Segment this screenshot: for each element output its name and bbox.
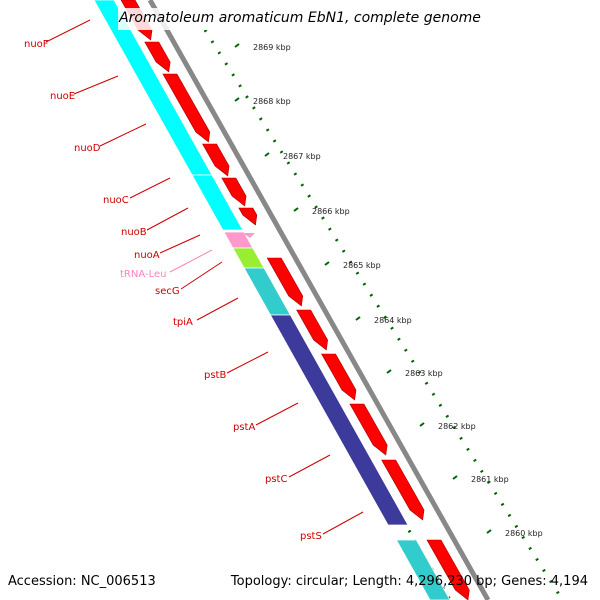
kbp-tick-label-6: 2863 kbp — [405, 369, 443, 378]
gene-leader-secG — [180, 261, 223, 290]
cds-arrow-7 — [296, 309, 328, 351]
cds-arrow-1 — [144, 41, 171, 73]
kbp-tick-label-5: 2864 kbp — [374, 316, 412, 325]
gene-bar-nuoA — [191, 174, 244, 231]
cds-arrow-6 — [266, 257, 304, 307]
kbp-tick-label-3: 2866 kbp — [312, 207, 350, 216]
kbp-tick-label-9: 2860 kbp — [505, 529, 543, 538]
kbp-tick-label-0: 2869 kbp — [253, 43, 291, 52]
kbp-tick-mark-0 — [234, 43, 240, 48]
gene-leader-nuoF — [45, 19, 91, 43]
gene-label-secG: secG — [155, 286, 180, 297]
kbp-tick-label-8: 2861 kbp — [471, 475, 509, 484]
kbp-tick-mark-6 — [386, 369, 392, 374]
cds-arrow-11 — [426, 539, 470, 600]
gene-label-nuoE: nuoE — [50, 91, 75, 102]
kbp-tick-mark-5 — [355, 316, 361, 321]
gene-label-nuoA: nuoA — [134, 250, 160, 261]
gene-bar-pst — [269, 314, 409, 526]
gene-bar-next — [395, 539, 451, 600]
gene-leader-pstA — [255, 402, 299, 426]
gene-bar-secG — [232, 247, 265, 269]
gene-label-nuoD: nuoD — [74, 143, 101, 154]
gene-label-pstS: pstS — [300, 531, 322, 542]
gene-label-pstB: pstB — [204, 370, 226, 381]
title-background — [118, 8, 478, 30]
cds-arrow-9 — [349, 403, 388, 456]
gene-label-tRNA-Leu: tRNA-Leu — [120, 269, 166, 280]
gene-leader-nuoC — [129, 177, 171, 199]
map-title: Aromatoleum aromaticum EbN1, complete ge… — [119, 10, 481, 26]
gene-leader-nuoA — [159, 234, 201, 254]
kbp-tick-mark-9 — [486, 529, 492, 534]
cds-arrow-2 — [162, 73, 211, 143]
kbp-tick-mark-4 — [324, 261, 330, 266]
cds-arrow-10 — [381, 459, 425, 521]
gene-leader-nuoE — [73, 75, 119, 95]
kbp-tick-label-7: 2862 kbp — [438, 422, 476, 431]
gene-leader-pstB — [226, 351, 269, 374]
kbp-tick-mark-1 — [234, 97, 240, 102]
gene-leader-tpiA — [196, 297, 239, 321]
cds-arrow-8 — [321, 353, 357, 401]
kbp-tick-label-1: 2868 kbp — [253, 97, 291, 106]
kbp-tick-mark-2 — [264, 152, 270, 157]
cds-arrow-5 — [238, 207, 258, 226]
kbp-tick-label-2: 2867 kbp — [283, 152, 321, 161]
gene-label-pstA: pstA — [233, 422, 255, 433]
gene-label-nuoC: nuoC — [103, 195, 129, 206]
gene-label-nuoB: nuoB — [121, 227, 147, 238]
kbp-tick-label-4: 2865 kbp — [343, 261, 381, 270]
kbp-tick-mark-3 — [293, 207, 299, 212]
topology-text: Topology: circular; Length: 4,296,230 bp… — [230, 574, 588, 589]
kbp-tick-mark-7 — [419, 422, 425, 427]
trna-marker — [243, 233, 255, 238]
gene-label-pstC: pstC — [265, 474, 287, 485]
gene-leader-nuoB — [146, 207, 189, 231]
gene-label-nuoF: nuoF — [24, 39, 49, 50]
backbone-highlight — [145, 0, 485, 600]
gene-label-tpiA: tpiA — [173, 317, 193, 328]
gene-leader-tRNA-Leu — [169, 249, 213, 273]
accession-text: Accession: NC_006513 — [8, 574, 156, 589]
gene-leader-nuoD — [99, 123, 147, 147]
kbp-tick-mark-8 — [452, 475, 458, 480]
gene-leader-pstC — [288, 454, 331, 478]
gene-leader-pstS — [322, 511, 364, 535]
cds-arrow-4 — [221, 177, 247, 207]
backbone-line — [147, 0, 491, 600]
cds-arrow-3 — [202, 143, 230, 177]
